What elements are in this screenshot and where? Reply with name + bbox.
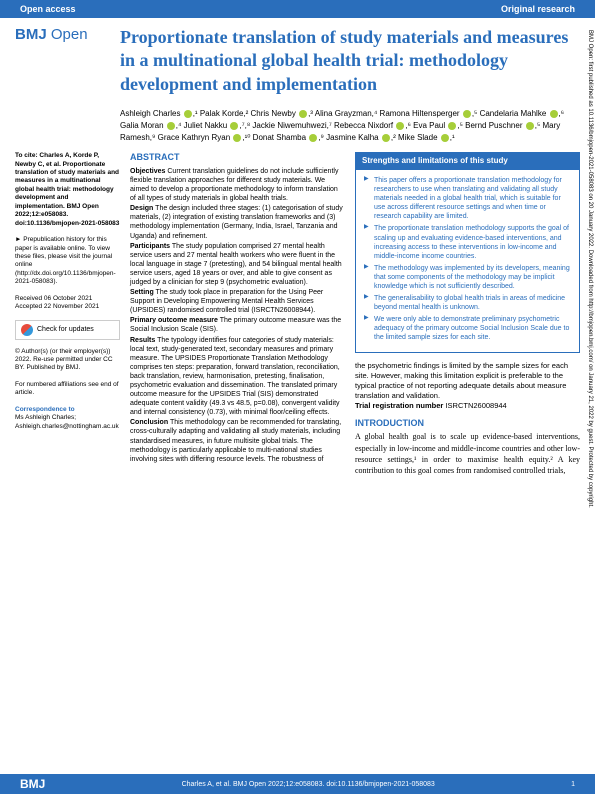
abstract-continuation: the psychometric findings is limited by …	[355, 361, 580, 402]
intro-heading: INTRODUCTION	[355, 417, 580, 429]
intro-text: A global health goal is to scale up evid…	[355, 431, 580, 476]
research-type-label: Original research	[501, 4, 575, 14]
vertical-copyright: BMJ Open: first published as 10.1136/bmj…	[587, 30, 593, 750]
abstract-column: ABSTRACT Objectives Current translation …	[130, 152, 345, 476]
affiliations-note: For numbered affiliations see end of art…	[15, 381, 120, 398]
trial-registration: Trial registration number ISRCTN26008944	[355, 401, 580, 411]
page-number: 1	[571, 781, 575, 788]
abstract-heading: ABSTRACT	[130, 152, 345, 164]
strength-item: The proportionate translation methodolog…	[364, 224, 571, 260]
strength-item: The methodology was implemented by its d…	[364, 264, 571, 291]
footer-bar: BMJ Charles A, et al. BMJ Open 2022;12:e…	[0, 774, 595, 794]
copyright-block: © Author(s) (or their employer(s)) 2022.…	[15, 348, 120, 373]
right-column: Strengths and limitations of this study …	[355, 152, 580, 476]
dates-block: Received 06 October 2021 Accepted 22 Nov…	[15, 295, 120, 312]
strengths-heading: Strengths and limitations of this study	[356, 153, 579, 170]
strengths-box: Strengths and limitations of this study …	[355, 152, 580, 352]
prepub-block: ► Prepublication history for this paper …	[15, 236, 120, 287]
strength-item: This paper offers a proportionate transl…	[364, 176, 571, 221]
footer-citation: Charles A, et al. BMJ Open 2022;12:e0580…	[182, 781, 435, 788]
citation-text: To cite: Charles A, Korde P, Newby C, et…	[15, 152, 119, 227]
strengths-list: This paper offers a proportionate transl…	[356, 170, 579, 352]
check-updates-button[interactable]: Check for updates	[15, 320, 120, 340]
article-title: Proportionate translation of study mater…	[120, 26, 580, 96]
crossmark-icon	[21, 324, 33, 336]
strength-item: The generalisability to global health tr…	[364, 294, 571, 312]
author-list: Ashleigh Charles ,¹ Palak Korde,² Chris …	[120, 108, 580, 144]
citation-block: To cite: Charles A, Korde P, Newby C, et…	[15, 152, 120, 228]
header-bar: Open access Original research	[0, 0, 595, 18]
sidebar: To cite: Charles A, Korde P, Newby C, et…	[15, 152, 120, 476]
journal-name: BMJ Open	[15, 26, 112, 43]
bmj-logo: BMJ	[20, 777, 45, 791]
correspondence-block: Correspondence to Ms Ashleigh Charles; A…	[15, 406, 120, 431]
open-access-label: Open access	[20, 4, 76, 14]
strength-item: We were only able to demonstrate prelimi…	[364, 315, 571, 342]
